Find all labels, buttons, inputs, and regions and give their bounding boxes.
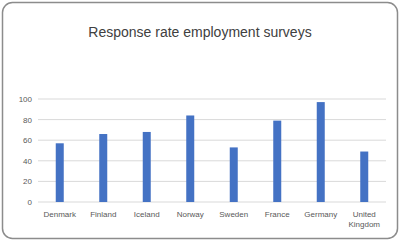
bar — [273, 121, 281, 202]
y-tick-label: 0 — [28, 198, 33, 207]
y-tick-label: 100 — [19, 95, 33, 104]
bars — [56, 102, 369, 202]
x-tick-label: UnitedKingdom — [348, 210, 380, 229]
bar — [99, 134, 107, 202]
grid-line — [38, 119, 386, 120]
grid-line — [38, 181, 386, 182]
y-tick-label: 20 — [23, 177, 32, 186]
x-tick-label: France — [265, 210, 290, 219]
bar — [143, 132, 151, 202]
bar — [317, 102, 325, 202]
grid — [38, 99, 386, 202]
grid-line — [38, 99, 386, 100]
x-tick-label: Iceland — [134, 210, 160, 219]
bar — [360, 152, 368, 202]
x-tick-label: Finland — [90, 210, 116, 219]
y-tick-label: 40 — [23, 157, 32, 166]
x-tick-label: Norway — [177, 210, 204, 219]
x-tick-label: Denmark — [44, 210, 77, 219]
x-tick-label: Germany — [304, 210, 337, 219]
grid-line — [38, 202, 386, 203]
chart-svg: Response rate employment surveys 0 20 40 60 8… — [0, 0, 400, 241]
chart-title: Response rate employment surveys — [88, 24, 311, 40]
x-tick-label: Sweden — [219, 210, 248, 219]
chart-container: Response rate employment surveys 0 20 40 60 8… — [0, 0, 400, 241]
grid-line — [38, 160, 386, 161]
bar — [186, 115, 194, 202]
bar — [230, 147, 238, 202]
y-tick-label: 60 — [23, 136, 32, 145]
y-tick-label: 80 — [23, 116, 32, 125]
bar — [56, 143, 64, 202]
chart-frame — [3, 3, 398, 239]
grid-line — [38, 140, 386, 141]
